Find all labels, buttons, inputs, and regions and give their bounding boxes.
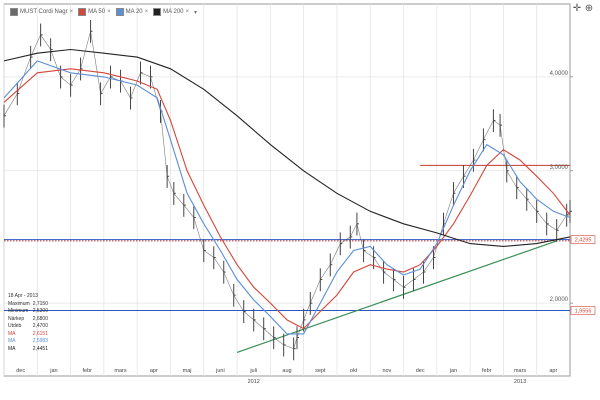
info-value: 2,4700 xyxy=(32,323,48,329)
legend: MUST Cordi Nagr × MA 50 × MA 20 × MA 200 × ▾ xyxy=(10,6,197,18)
info-row: MA 2,6151 xyxy=(8,331,50,339)
x-tick-label: mars xyxy=(114,368,126,374)
price-label: 2,4295 xyxy=(575,238,592,244)
zoom-icon[interactable]: ⊕ xyxy=(584,3,594,14)
price-labels: 2,4295 1,9556 xyxy=(570,235,596,315)
moving-average-line xyxy=(3,68,571,330)
x-axis: dec jan febr mars apr maj juni juli aug sept okt no… xyxy=(16,368,557,385)
info-value: 2,6151 xyxy=(32,330,48,337)
legend-swatch xyxy=(10,8,18,16)
close-icon[interactable]: × xyxy=(107,9,111,15)
info-row: MA 2,5983 xyxy=(8,338,50,346)
x-tick-label: dec xyxy=(16,368,25,374)
x-tick-label: dec xyxy=(416,368,425,374)
x-tick-label: apr xyxy=(549,368,557,374)
legend-item[interactable]: MA 200 × xyxy=(153,8,189,16)
moving-average-line xyxy=(3,60,571,335)
close-icon[interactable]: × xyxy=(69,9,74,15)
plot-area xyxy=(3,3,571,377)
info-row: Minimum 2,5300 xyxy=(8,308,50,316)
series-layer xyxy=(3,19,572,361)
info-date: 18 Apr - 2013 xyxy=(8,293,39,299)
info-label: Närkep xyxy=(8,315,25,322)
info-value: 2,5983 xyxy=(32,338,48,344)
legend-label: MA 20 xyxy=(125,9,143,15)
legend-item[interactable]: MA 50 × xyxy=(78,8,111,16)
year-label: 2013 xyxy=(514,379,526,385)
info-label: Minimum xyxy=(8,308,29,314)
legend-swatch xyxy=(153,8,162,16)
y-tick-label: 2,0000 xyxy=(550,297,569,303)
legend-label: MA 50 xyxy=(88,9,106,15)
info-label: MA xyxy=(8,330,16,337)
x-tick-label: jan xyxy=(449,368,457,374)
legend-swatch xyxy=(78,8,87,16)
info-label: MA xyxy=(8,338,16,344)
moving-average-line xyxy=(3,48,571,247)
info-row: Maximum 2,7150 xyxy=(8,301,50,309)
y-tick-label: 4,0000 xyxy=(550,71,569,77)
info-value: 2,7150 xyxy=(32,300,48,307)
legend-item[interactable]: MUST Cordi Nagr × xyxy=(10,8,73,16)
x-tick-label: apr xyxy=(150,368,158,374)
x-tick-label: juni xyxy=(215,368,225,374)
x-tick-label: okt xyxy=(350,368,358,374)
crosshair-icon[interactable]: ✛ xyxy=(572,3,582,14)
x-tick-label: sept xyxy=(315,368,326,374)
price-label-box xyxy=(570,306,596,315)
info-label: Utdeb xyxy=(8,323,22,329)
info-value: 2,6800 xyxy=(32,315,48,322)
x-tick-label: febr xyxy=(82,368,92,374)
chevron-down-icon[interactable]: ▾ xyxy=(194,9,198,16)
info-label: MA xyxy=(8,345,16,352)
close-icon[interactable]: × xyxy=(185,9,190,15)
price-label-box xyxy=(570,235,596,244)
y-tick-label: 3,0000 xyxy=(550,165,569,171)
info-value: 2,5300 xyxy=(32,308,48,314)
info-row: Närkep 2,6800 xyxy=(8,316,50,324)
x-tick-label: nov xyxy=(382,368,391,374)
info-row: Utdeb 2,4700 xyxy=(8,323,50,331)
legend-label: MA 200 xyxy=(163,9,184,15)
price-label: 1,9556 xyxy=(575,308,592,314)
x-tick-label: aug xyxy=(282,368,291,374)
gridlines xyxy=(3,4,570,376)
x-tick-label: mars xyxy=(514,368,526,374)
close-icon[interactable]: × xyxy=(144,9,149,15)
info-label: Maximum xyxy=(8,300,30,307)
year-label: 2012 xyxy=(248,379,260,385)
legend-item[interactable]: MA 20 × xyxy=(115,8,149,16)
x-tick-label: febr xyxy=(482,368,492,374)
x-tick-label: jan xyxy=(49,368,57,374)
info-row: MA 2,4451 xyxy=(8,346,50,354)
legend-swatch xyxy=(115,8,124,16)
x-tick-label: maj xyxy=(183,368,192,374)
horizontal-lines xyxy=(4,164,570,311)
legend-label: MUST Cordi Nagr xyxy=(20,9,68,15)
y-axis: 4,0000 3,0000 2,0000 xyxy=(550,71,573,304)
info-panel: 18 Apr - 2013 Maximum 2,7150 Minimum 2,5300… xyxy=(6,291,50,379)
price-series-line xyxy=(3,31,571,349)
info-value: 2,4451 xyxy=(32,345,48,352)
x-tick-label: juli xyxy=(249,368,257,374)
